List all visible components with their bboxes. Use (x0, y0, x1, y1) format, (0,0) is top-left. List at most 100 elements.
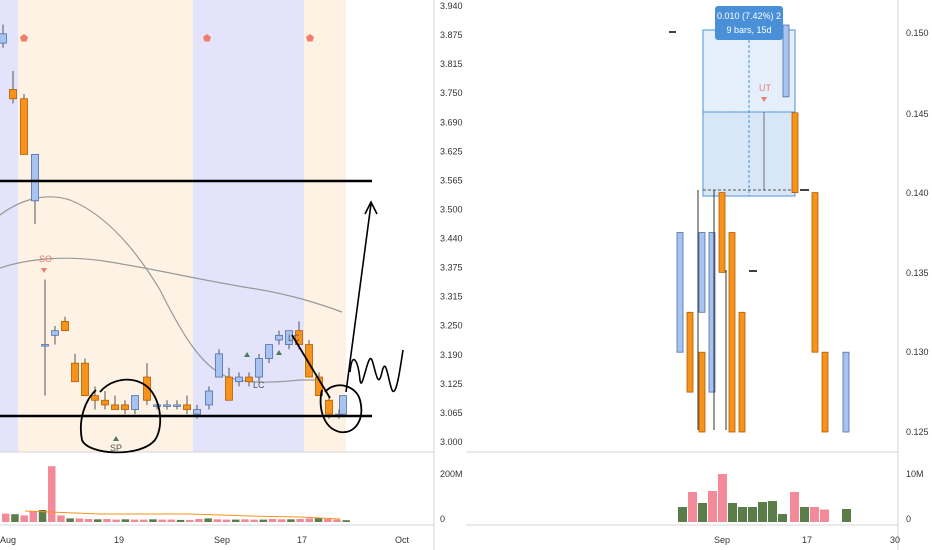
time-axis-label: 19 (114, 535, 124, 545)
price-bar (698, 351, 706, 433)
left-price-axis[interactable]: 3.940 3.875 3.815 3.750 3.690 3.625 3.565 3.500… (440, 1, 463, 447)
volume-bar (678, 507, 687, 522)
time-axis-label: Oct (395, 535, 410, 545)
candle-body (205, 390, 213, 406)
volume-bar (130, 519, 139, 522)
candle-body (285, 330, 293, 345)
session-band-orange (304, 0, 346, 452)
time-axis-label: Aug (0, 535, 16, 545)
volume-bar (333, 519, 341, 522)
candle-body (339, 395, 347, 415)
pentagon-marker (306, 34, 314, 42)
volume-bar (314, 517, 323, 522)
volume-bar (688, 492, 697, 522)
volume-bar (241, 519, 249, 522)
candle-body (265, 344, 273, 359)
volume-bar (112, 519, 120, 522)
volume-bar (708, 491, 717, 522)
volume-bar (718, 474, 727, 522)
volume-bar (204, 518, 212, 522)
candle-body (225, 376, 233, 401)
volume-axis-label: 10M (906, 469, 924, 479)
volume-bar (810, 507, 819, 522)
price-axis-label: 3.940 (440, 1, 463, 11)
candle-body (295, 330, 303, 345)
left-candles (0, 24, 347, 419)
left-volume-bars (2, 466, 350, 522)
candle-body (173, 404, 181, 407)
candle-body (121, 404, 129, 410)
sell-arrow-icon (41, 268, 47, 273)
volume-bar (748, 507, 757, 522)
volume-bar (222, 519, 231, 522)
volume-bar (738, 507, 747, 522)
freehand-trend-line[interactable] (291, 334, 331, 399)
buy-triangle-icon (244, 352, 250, 357)
volume-bar (66, 518, 74, 522)
price-axis-label: 3.625 (440, 146, 463, 156)
volume-bar (176, 519, 185, 522)
ut-label: UT (759, 83, 771, 93)
candle-body (215, 353, 223, 378)
price-axis-label: 3.500 (440, 204, 463, 214)
price-bar (791, 112, 799, 194)
price-axis-label: 3.065 (440, 408, 463, 418)
price-bar (738, 311, 746, 433)
price-axis-label: 3.190 (440, 350, 463, 360)
candle-body (61, 321, 69, 332)
price-axis-label: 3.315 (440, 292, 463, 302)
price-axis-label: 3.875 (440, 30, 463, 40)
price-axis-label: 0.125 (906, 427, 929, 437)
price-bar (842, 351, 850, 433)
volume-axis-label: 200M (440, 469, 463, 479)
volume-bar (259, 519, 268, 522)
candle-body (51, 330, 59, 336)
volume-bar (84, 519, 93, 522)
volume-bar (728, 503, 737, 522)
sp-label: SP (110, 443, 122, 453)
volume-bar (278, 519, 286, 522)
candle-body (101, 399, 109, 406)
candle-body (20, 98, 28, 155)
volume-bar (140, 519, 148, 522)
volume-bar (11, 514, 19, 522)
lc-label: LC (253, 380, 265, 390)
price-axis-label: 3.815 (440, 59, 463, 69)
price-axis-label: 0.150 (906, 28, 929, 38)
candle-body (305, 344, 313, 378)
candle-body (91, 395, 99, 401)
volume-bar (268, 519, 277, 522)
right-price-axis[interactable]: 0.150 0.145 0.140 0.135 0.130 0.125 (906, 28, 929, 437)
freehand-arrow-drawing[interactable] (345, 200, 378, 393)
volume-bar (149, 519, 157, 522)
price-bar (811, 192, 819, 353)
volume-bar (48, 466, 56, 522)
freehand-circle-drawing[interactable] (80, 378, 162, 454)
price-axis-label: 0.130 (906, 347, 929, 357)
volume-bar (186, 519, 194, 522)
volume-bar (698, 503, 707, 522)
volume-bar (842, 509, 851, 522)
volume-bar (213, 519, 222, 522)
right-bars (676, 24, 850, 433)
volume-bar (195, 519, 203, 522)
candle-body (41, 344, 49, 347)
volume-bar (768, 501, 777, 522)
volume-bar (103, 519, 111, 522)
right-chart-pane[interactable]: 0.010 (7.42%) 2 9 bars, 15d UT 0.150 0.14… (466, 0, 929, 550)
volume-bar (324, 519, 332, 522)
left-chart-pane[interactable]: SO LC LC SP 3.9403.8753.8153.7503.6903.6… (0, 0, 463, 550)
candle-body (71, 362, 79, 383)
volume-bar (790, 492, 799, 522)
time-axis-label: 17 (802, 535, 812, 545)
volume-bar (778, 514, 787, 522)
price-bar (708, 232, 716, 393)
volume-moving-average (24, 510, 341, 520)
volume-bar (342, 520, 350, 522)
freehand-scribble[interactable] (349, 349, 404, 393)
price-bar (718, 192, 726, 273)
freehand-circle-drawing[interactable] (319, 384, 363, 433)
measure-tooltip-line2: 9 bars, 15d (726, 25, 771, 35)
volume-bar (57, 515, 65, 522)
